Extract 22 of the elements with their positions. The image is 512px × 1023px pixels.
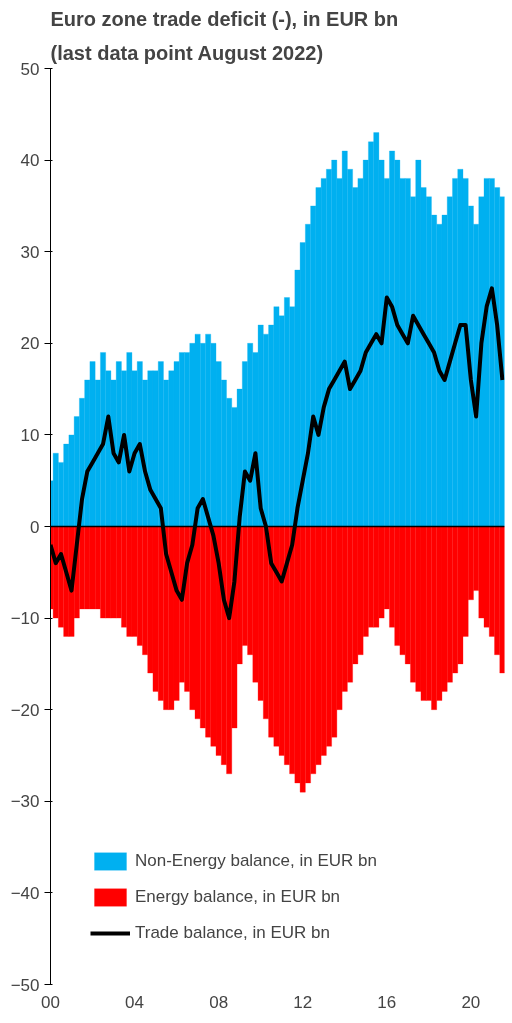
y-tick-label: 0 bbox=[30, 517, 40, 537]
y-tick-label: −30 bbox=[10, 792, 40, 812]
y-tick-label: −20 bbox=[10, 700, 40, 720]
y-tick-label: 10 bbox=[20, 425, 40, 445]
chart-title: Euro zone trade deficit (-), in EUR bn bbox=[50, 7, 399, 30]
legend-label: Non-Energy balance, in EUR bn bbox=[135, 851, 377, 871]
y-tick-label: 50 bbox=[20, 59, 40, 79]
y-tick-label: 40 bbox=[20, 151, 40, 171]
y-tick-label: 30 bbox=[20, 242, 40, 262]
x-tick-label: 04 bbox=[125, 992, 145, 1012]
legend-label: Energy balance, in EUR bn bbox=[135, 887, 341, 907]
y-tick-label: −10 bbox=[10, 609, 40, 629]
x-tick-label: 08 bbox=[209, 992, 229, 1012]
legend-label: Trade balance, in EUR bn bbox=[135, 923, 330, 943]
y-tick-label: 20 bbox=[20, 334, 40, 354]
chart-subtitle: (last data point August 2022) bbox=[50, 41, 324, 64]
y-tick-label: −40 bbox=[10, 883, 40, 903]
y-tick-label: −50 bbox=[10, 975, 40, 995]
x-tick-label: 00 bbox=[41, 992, 60, 1012]
x-tick-label: 20 bbox=[461, 992, 481, 1012]
x-tick-label: 12 bbox=[293, 992, 313, 1012]
x-tick-label: 16 bbox=[377, 992, 397, 1012]
